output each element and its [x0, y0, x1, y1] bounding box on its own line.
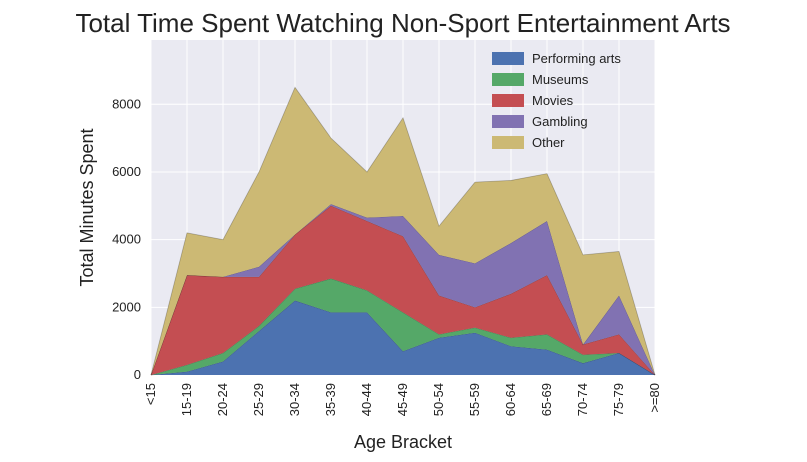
y-tick-label: 2000 — [112, 299, 141, 314]
area-layer — [150, 86, 656, 376]
x-tick-label: 50-54 — [431, 383, 446, 416]
area-performing-arts — [151, 300, 655, 375]
x-tick-label: 45-49 — [395, 383, 410, 416]
legend-swatch-gambling — [492, 115, 524, 128]
legend-swatch-museums — [492, 73, 524, 86]
y-axis-label: Total Minutes Spent — [77, 128, 97, 286]
area-other — [151, 87, 655, 376]
x-tick-label: 55-59 — [467, 383, 482, 416]
x-tick-label: 15-19 — [179, 383, 194, 416]
legend-label-gambling: Gambling — [532, 114, 588, 129]
x-tick-label: 75-79 — [611, 383, 626, 416]
x-tick-label: 35-39 — [323, 383, 338, 416]
legend-swatch-other — [492, 136, 524, 149]
legend: Performing arts Museums Movies Gambling Othe… — [492, 51, 621, 150]
y-tick-label: 0 — [134, 367, 141, 382]
legend-label-performing-arts: Performing arts — [532, 51, 621, 66]
legend-swatch-movies — [492, 94, 524, 107]
x-tick-label: 70-74 — [575, 383, 590, 416]
x-tick-label: 40-44 — [359, 383, 374, 416]
x-tick-labels: <15 15-19 20-24 25-29 30-34 35-39 40-44 45-49 50… — [143, 383, 662, 416]
legend-label-museums: Museums — [532, 72, 589, 87]
area-edge-other — [150, 86, 656, 376]
x-axis-label: Age Bracket — [354, 432, 452, 452]
area-museums — [151, 278, 655, 375]
x-tick-label: 25-29 — [251, 383, 266, 416]
x-tick-label: 65-69 — [539, 383, 554, 416]
legend-label-other: Other — [532, 135, 565, 150]
x-tick-label: >=80 — [647, 383, 662, 413]
x-tick-label: <15 — [143, 383, 158, 405]
y-tick-label: 8000 — [112, 96, 141, 111]
y-tick-labels: 0 2000 4000 6000 8000 — [112, 96, 141, 382]
chart-title: Total Time Spent Watching Non-Sport Ente… — [75, 8, 730, 38]
area-gambling — [151, 204, 655, 375]
legend-label-movies: Movies — [532, 93, 574, 108]
x-tick-label: 20-24 — [215, 383, 230, 416]
legend-swatch-performing-arts — [492, 52, 524, 65]
y-tick-label: 6000 — [112, 164, 141, 179]
x-tick-label: 30-34 — [287, 383, 302, 416]
x-tick-label: 60-64 — [503, 383, 518, 416]
y-tick-label: 4000 — [112, 232, 141, 247]
area-movies — [151, 205, 655, 375]
